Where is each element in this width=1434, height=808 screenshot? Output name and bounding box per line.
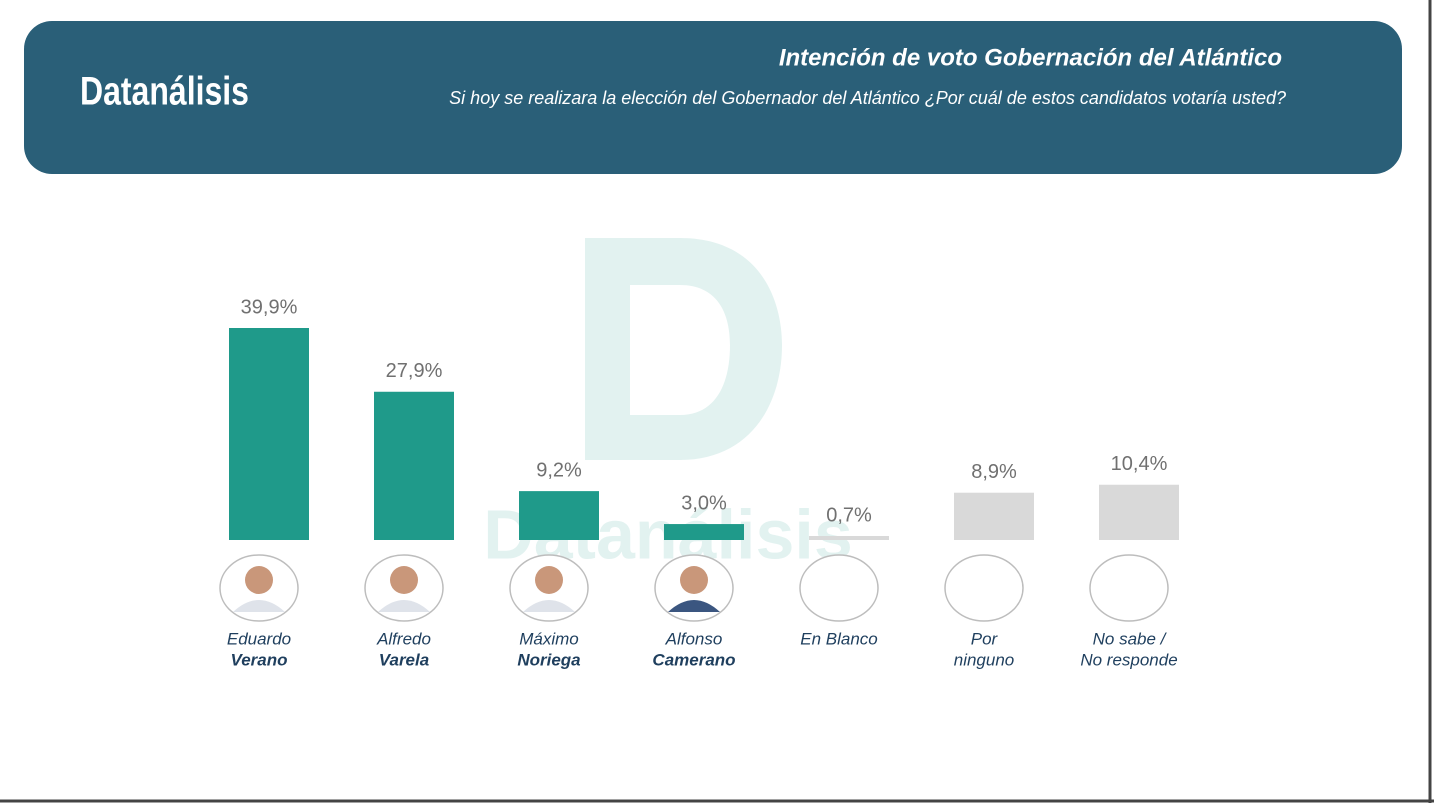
x-tick-label: Verano — [230, 650, 287, 669]
x-tick-label: Por — [971, 629, 999, 648]
x-tick-label: Alfonso — [665, 629, 723, 648]
x-tick-label: Varela — [379, 650, 429, 669]
bar — [1099, 484, 1179, 540]
photo-body — [378, 600, 430, 612]
x-tick-label: No responde — [1080, 650, 1177, 669]
photo-frame — [1089, 554, 1169, 622]
bar — [954, 492, 1034, 540]
brand: Datanálisis — [80, 68, 249, 113]
photo-body — [668, 600, 720, 612]
x-tick-label: ninguno — [954, 650, 1015, 669]
photo-frame — [944, 554, 1024, 622]
x-tick-label: Alfredo — [376, 629, 431, 648]
value-label: 0,7% — [826, 504, 872, 526]
x-tick-label: No sabe / — [1093, 629, 1168, 648]
bar — [374, 391, 454, 540]
photo-head — [680, 566, 708, 594]
x-tick-label: Máximo — [519, 629, 579, 648]
x-tick-label: Noriega — [517, 650, 580, 669]
x-tick-label: Camerano — [652, 650, 735, 669]
bar — [229, 328, 309, 540]
bar — [664, 524, 744, 540]
photo-head — [535, 566, 563, 594]
bar — [809, 536, 889, 540]
photo-head — [245, 566, 273, 594]
value-label: 10,4% — [1111, 453, 1168, 475]
bar — [519, 491, 599, 540]
value-label: 3,0% — [681, 492, 727, 514]
watermark-logo — [585, 238, 782, 460]
header-banner — [24, 21, 1402, 174]
value-label: 39,9% — [241, 296, 298, 318]
chart-title: Intención de voto Gobernación del Atlánt… — [779, 44, 1282, 71]
photo-head — [390, 566, 418, 594]
photo-frame — [799, 554, 879, 622]
value-label: 8,9% — [971, 461, 1017, 483]
photo-body — [233, 600, 285, 612]
x-tick-label: Eduardo — [227, 629, 291, 648]
photo-body — [523, 600, 575, 612]
x-tick-label: En Blanco — [800, 629, 878, 648]
value-label: 27,9% — [386, 360, 443, 382]
chart-subtitle: Si hoy se realizara la elección del Gobe… — [449, 88, 1286, 108]
value-label: 9,2% — [536, 459, 582, 481]
